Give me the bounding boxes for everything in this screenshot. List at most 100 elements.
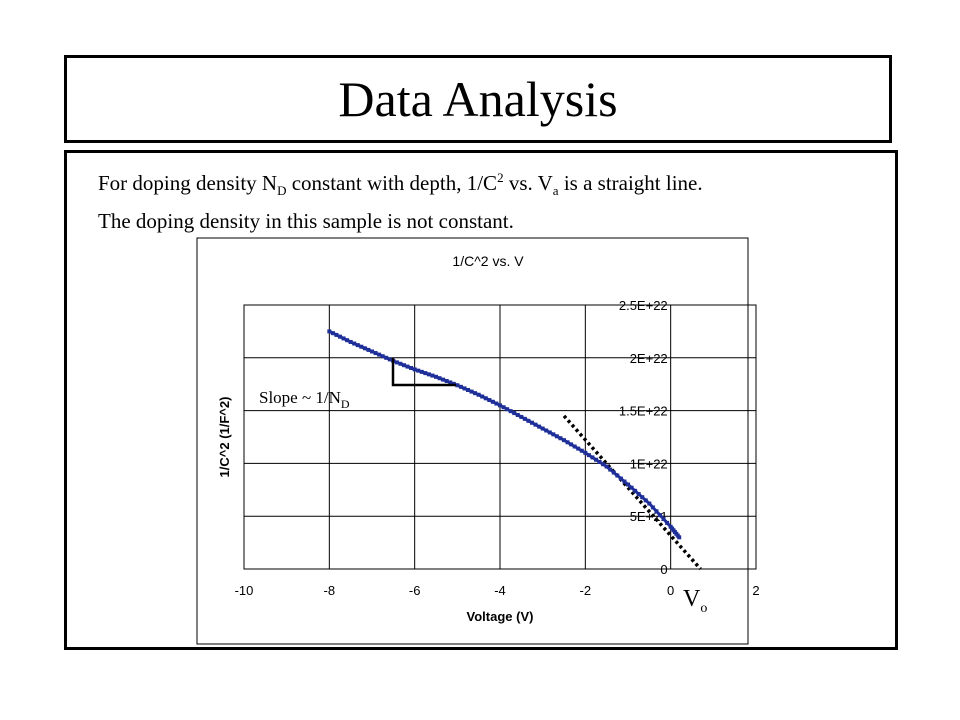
data-point (611, 470, 616, 475)
data-point (594, 457, 598, 462)
line1-part-d: is a straight line. (558, 171, 703, 195)
data-point (569, 442, 574, 447)
data-point (430, 373, 435, 378)
y-tick-label: 2E+22 (630, 351, 668, 366)
data-point (522, 416, 527, 421)
data-point (544, 428, 549, 433)
data-point (604, 464, 609, 469)
data-point (327, 329, 332, 334)
data-point (455, 383, 460, 388)
body-text: For doping density ND constant with dept… (98, 162, 703, 237)
vo-label: Vo (683, 586, 707, 616)
data-point (384, 355, 389, 360)
data-point (661, 517, 666, 522)
data-point (448, 380, 453, 385)
data-point (405, 364, 410, 369)
data-point (352, 341, 357, 346)
data-point (398, 361, 403, 366)
data-point (658, 513, 662, 518)
data-point (334, 332, 339, 337)
data-point (677, 535, 682, 540)
data-point (338, 334, 342, 339)
data-point (547, 430, 552, 435)
data-point (444, 379, 449, 384)
x-tick-label: -4 (494, 583, 506, 598)
data-point (412, 367, 417, 372)
data-point (540, 426, 545, 431)
data-point (530, 420, 534, 425)
data-point (480, 394, 485, 399)
y-axis-label: 1/C^2 (1/F^2) (217, 397, 232, 478)
data-point (387, 357, 392, 362)
data-point (494, 401, 499, 406)
body-line-1: For doping density ND constant with dept… (98, 162, 703, 206)
data-point (512, 411, 517, 416)
data-point (469, 389, 474, 394)
data-point (505, 407, 510, 412)
data-point (579, 448, 584, 453)
data-point (558, 436, 563, 441)
x-tick-label: 0 (667, 583, 674, 598)
y-tick-label: 1E+22 (630, 456, 668, 471)
data-point (562, 438, 566, 443)
data-point (551, 432, 556, 437)
tangent-line-segment (562, 414, 702, 571)
data-point (647, 501, 652, 506)
data-point (586, 453, 591, 458)
data-point (487, 398, 492, 403)
data-point (423, 371, 428, 376)
data-point (394, 360, 399, 365)
data-point (650, 505, 655, 510)
data-point (572, 444, 577, 449)
data-point (348, 339, 353, 344)
tangent-line (562, 414, 702, 571)
data-point (345, 338, 350, 343)
x-tick-label: 2 (752, 583, 759, 598)
data-point (615, 473, 620, 478)
body-line-2: The doping density in this sample is not… (98, 209, 514, 234)
x-tick-label: -10 (235, 583, 254, 598)
data-point (636, 492, 641, 497)
data-point (519, 414, 524, 419)
data-point (458, 384, 463, 389)
data-point (380, 354, 385, 359)
data-series (327, 329, 682, 540)
data-point (419, 369, 424, 374)
data-point (576, 446, 581, 451)
data-point (355, 343, 360, 348)
data-point (434, 374, 438, 379)
data-point (565, 440, 570, 445)
y-tick-label: 0 (660, 562, 667, 577)
data-point (330, 331, 335, 336)
data-point (618, 476, 623, 481)
grid-lines (243, 304, 757, 570)
data-point (359, 344, 364, 349)
chart-title: 1/C^2 vs. V (452, 253, 524, 269)
data-point (402, 363, 406, 368)
data-point (629, 485, 634, 490)
line1-part-a: For doping density N (98, 171, 278, 195)
data-point (622, 479, 627, 484)
data-point (597, 459, 602, 464)
x-tick-label: -8 (324, 583, 336, 598)
line1-sub-a: a (552, 183, 559, 199)
data-point (608, 467, 613, 472)
y-tick-label: 1.5E+22 (619, 404, 668, 419)
data-point (533, 422, 538, 427)
x-tick-label: -2 (580, 583, 592, 598)
data-point (498, 403, 502, 408)
data-point (362, 346, 367, 351)
data-point (437, 376, 442, 381)
data-point (590, 455, 595, 460)
data-point (483, 396, 488, 401)
data-point (476, 392, 481, 397)
data-point (508, 409, 513, 414)
x-axis-label: Voltage (V) (467, 609, 534, 624)
x-tick-labels: -10 -8 -6 -4 -2 0 2 (235, 583, 760, 598)
data-point (654, 509, 659, 514)
x-tick-label: -6 (409, 583, 421, 598)
chart-frame (196, 237, 749, 645)
data-point (601, 462, 606, 467)
line1-sub-d: D (277, 183, 287, 199)
